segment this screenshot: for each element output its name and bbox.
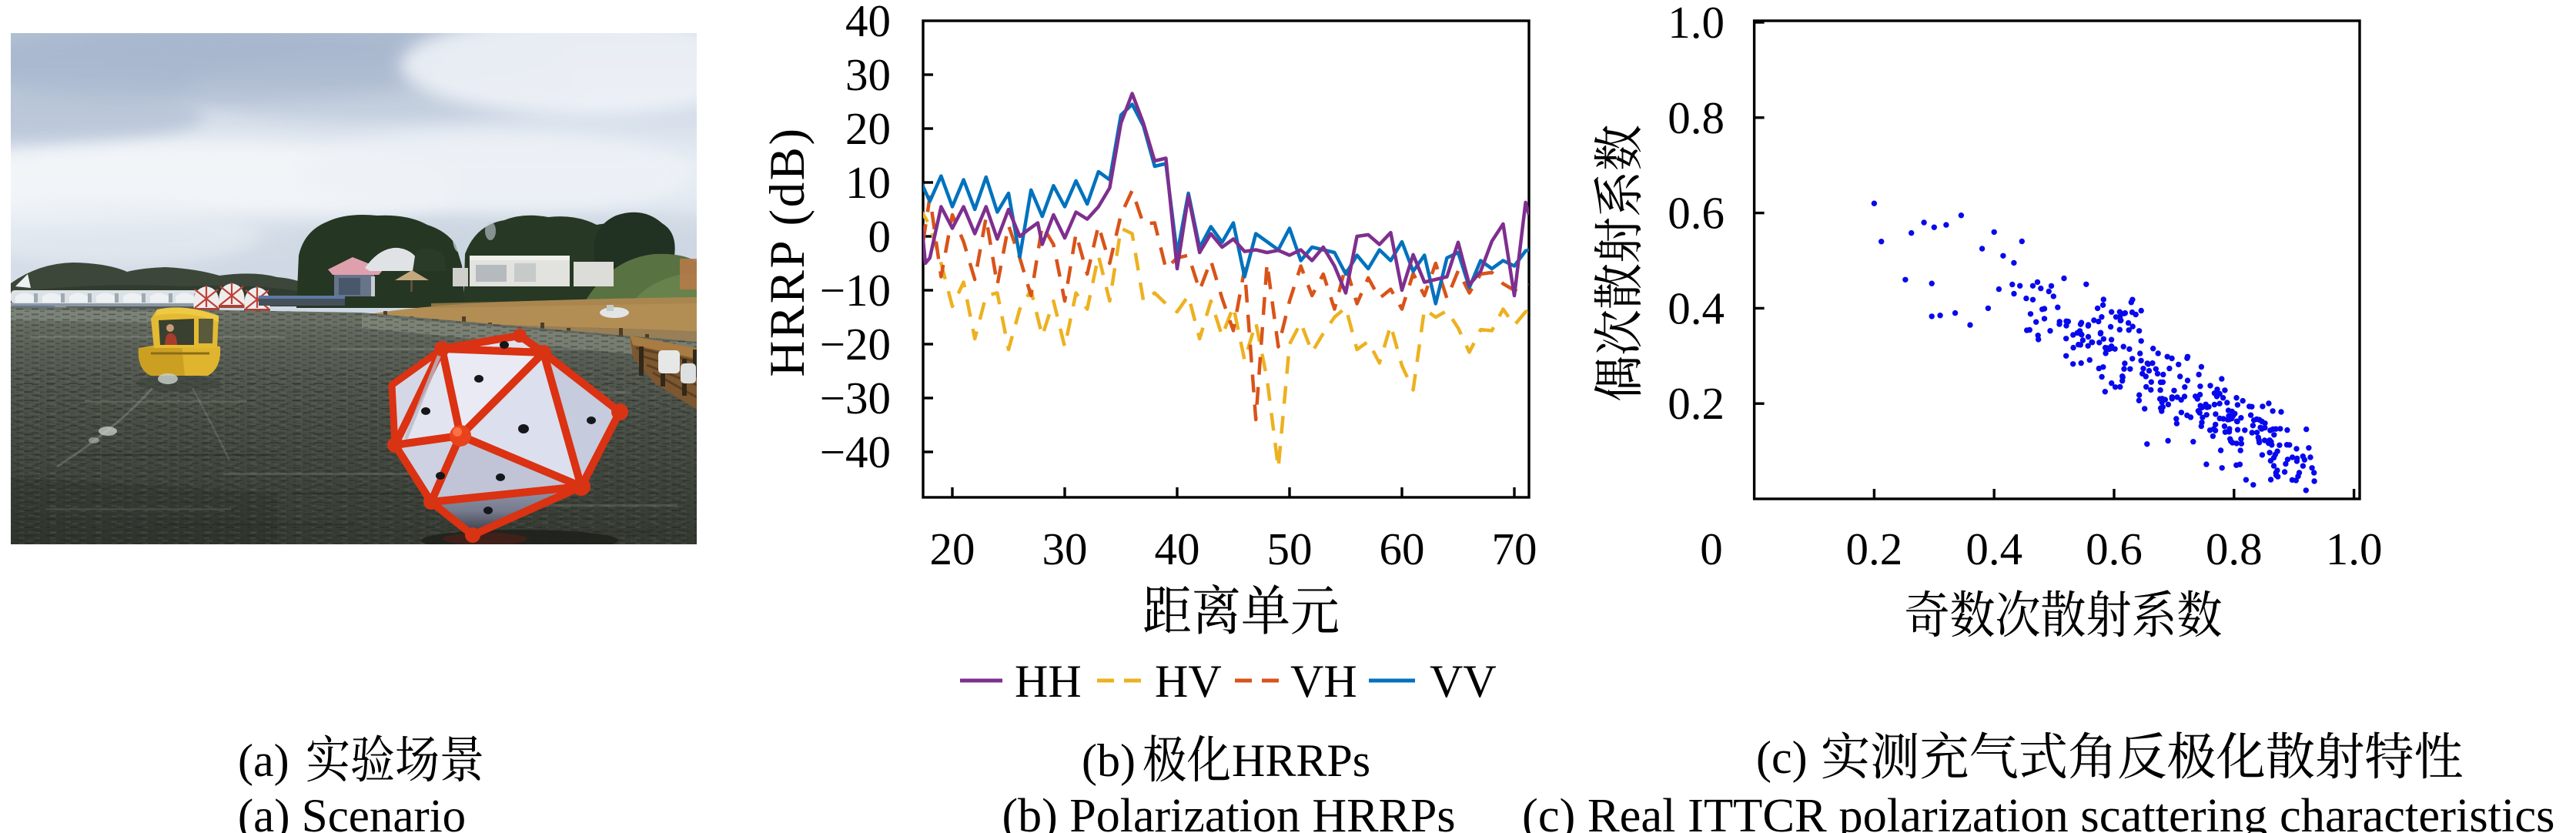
svg-text:HH: HH	[1015, 656, 1082, 707]
svg-text:0.4: 0.4	[1668, 283, 1725, 333]
svg-text:20: 20	[930, 524, 975, 574]
svg-text:10: 10	[845, 157, 891, 208]
svg-text:0.4: 0.4	[1965, 524, 2022, 574]
svg-text:50: 50	[1267, 524, 1313, 574]
svg-text:(c): (c)	[1756, 732, 1808, 783]
svg-text:30: 30	[1042, 524, 1088, 574]
svg-text:70: 70	[1492, 524, 1537, 574]
svg-text:(c) Real ITTCR polarization sc: (c) Real ITTCR polarization scattering c…	[1522, 788, 2554, 833]
svg-text:−10: −10	[820, 265, 891, 316]
svg-text:40: 40	[1155, 524, 1200, 574]
svg-text:30: 30	[845, 49, 891, 100]
svg-text:HV: HV	[1155, 656, 1222, 707]
svg-text:40: 40	[845, 0, 891, 46]
svg-text:HRRPs: HRRPs	[1232, 735, 1370, 786]
svg-text:−20: −20	[820, 319, 891, 370]
svg-text:0: 0	[868, 211, 892, 262]
svg-text:(a) Scenario: (a) Scenario	[238, 791, 466, 833]
svg-text:HRRP (dB): HRRP (dB)	[760, 126, 815, 376]
svg-text:VH: VH	[1290, 656, 1357, 707]
svg-text:−30: −30	[820, 373, 891, 423]
svg-text:1.0: 1.0	[2326, 524, 2383, 574]
svg-text:60: 60	[1380, 524, 1425, 574]
svg-text:VV: VV	[1430, 656, 1497, 707]
svg-text:0.8: 0.8	[1668, 92, 1725, 143]
svg-text:0: 0	[1700, 524, 1723, 574]
svg-text:0.2: 0.2	[1846, 524, 1903, 574]
svg-text:0.6: 0.6	[1668, 188, 1725, 239]
svg-text:0.6: 0.6	[2086, 524, 2143, 574]
svg-text:20: 20	[845, 103, 891, 154]
svg-text:1.0: 1.0	[1668, 0, 1725, 48]
svg-text:(b): (b)	[1082, 735, 1136, 786]
svg-text:(b) Polarization HRRPs: (b) Polarization HRRPs	[1002, 790, 1456, 833]
svg-text:0.8: 0.8	[2206, 524, 2263, 574]
svg-text:(a): (a)	[238, 735, 289, 786]
svg-text:−40: −40	[820, 427, 891, 477]
svg-text:0.2: 0.2	[1668, 378, 1725, 429]
